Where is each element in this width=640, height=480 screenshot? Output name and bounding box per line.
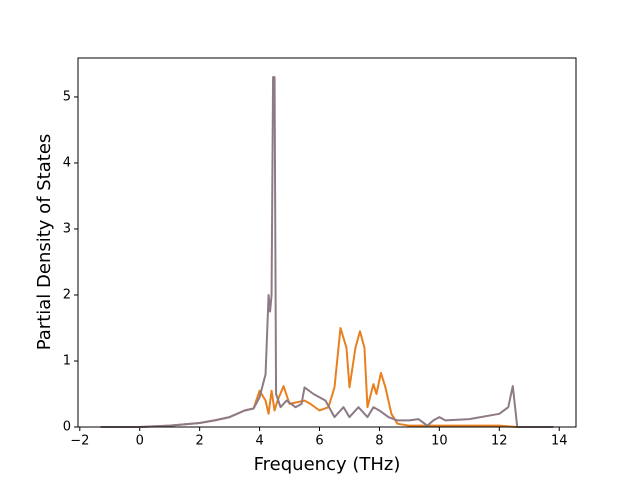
x-tick-label: 14 (551, 434, 568, 449)
y-tick-label: 4 (63, 155, 71, 170)
x-tick-label: 8 (375, 434, 383, 449)
y-tick-label: 0 (63, 420, 71, 435)
series-line (100, 326, 554, 428)
x-tick-label: 10 (431, 434, 448, 449)
y-tick-label: 5 (63, 89, 71, 104)
x-tick-label: 4 (255, 434, 263, 449)
y-tick-label: 2 (63, 287, 71, 302)
x-tick-label: 2 (196, 434, 204, 449)
y-tick-label: 3 (63, 221, 71, 236)
x-tick-label: 12 (491, 434, 508, 449)
series-line (100, 76, 554, 428)
y-tick-label: 1 (63, 353, 71, 368)
x-axis-label: Frequency (THz) (254, 454, 401, 475)
x-tick-label: −2 (70, 434, 89, 449)
x-tick-label: 6 (315, 434, 323, 449)
y-axis-label: Partial Density of States (34, 134, 55, 351)
x-tick-label: 0 (136, 434, 144, 449)
plot-frame (77, 57, 577, 428)
